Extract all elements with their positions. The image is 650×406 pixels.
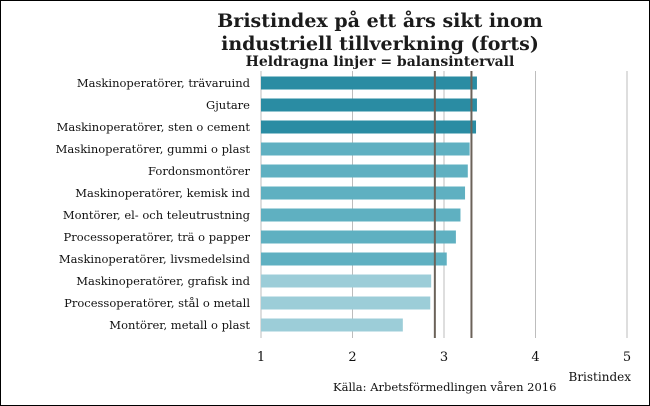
chart-title: Bristindex på ett års sikt inom [217, 10, 543, 32]
category-label: Maskinoperatörer, livsmedelsind [59, 252, 251, 266]
x-tick-label: 4 [531, 350, 539, 365]
category-labels: Maskinoperatörer, trävaruind Gjutare Maski… [56, 76, 251, 332]
category-label: Processoperatörer, trä o papper [64, 230, 251, 244]
x-tick-label: 2 [348, 350, 356, 365]
bar [261, 318, 403, 332]
category-label: Montörer, el- och teleutrustning [63, 208, 251, 222]
category-label: Maskinoperatörer, gummi o plast [56, 142, 251, 156]
bar [261, 120, 477, 134]
bar [261, 164, 468, 178]
balance-interval-lines [433, 71, 473, 338]
x-tick-labels: 1 2 3 4 5 [257, 350, 631, 365]
category-label: Maskinoperatörer, grafisk ind [76, 274, 250, 288]
bar [261, 296, 431, 310]
category-label: Maskinoperatörer, sten o cement [57, 120, 251, 134]
category-label: Processoperatörer, stål o metall [64, 296, 250, 310]
bar [261, 142, 470, 156]
bar [261, 186, 466, 200]
source-note: Källa: Arbetsförmedlingen våren 2016 [333, 380, 557, 394]
x-tick-label: 3 [440, 350, 448, 365]
chart-subtitle: industriell tillverkning (forts) [221, 33, 539, 55]
category-label: Montörer, metall o plast [109, 318, 250, 332]
category-label: Fordonsmontörer [148, 164, 250, 178]
category-label: Maskinoperatörer, kemisk ind [75, 186, 250, 200]
category-label: Maskinoperatörer, trävaruind [77, 76, 251, 90]
bar [261, 230, 456, 244]
category-label: Gjutare [206, 98, 250, 112]
bar [261, 208, 461, 222]
bars [261, 76, 477, 332]
x-tick-label: 1 [257, 350, 265, 365]
bar [261, 252, 447, 266]
grid-lines [260, 71, 628, 338]
bar [261, 98, 477, 112]
bar [261, 274, 432, 288]
x-axis-label: Bristindex [569, 370, 632, 384]
x-tick-label: 5 [623, 350, 631, 365]
bar [261, 76, 477, 90]
chart-note: Heldragna linjer = balansintervall [245, 54, 515, 70]
